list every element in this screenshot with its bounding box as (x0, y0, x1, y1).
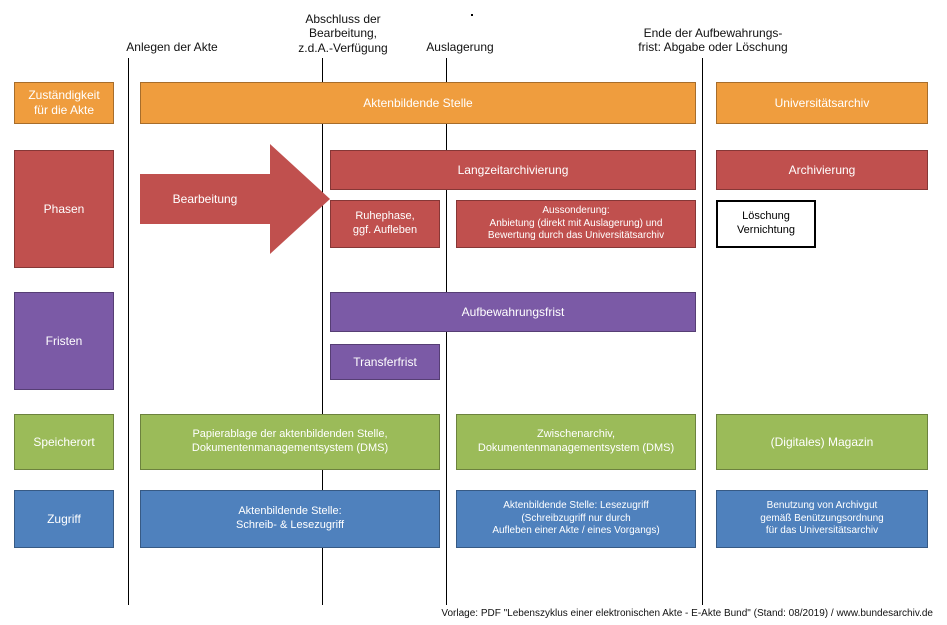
box-papierablage: Papierablage der aktenbildenden Stelle, … (140, 414, 440, 470)
top-label-ende: Ende der Aufbewahrungs- frist: Abgabe od… (598, 26, 828, 55)
arrow-bearbeitung: Bearbeitung (140, 174, 270, 224)
box-aktenbildende-stelle: Aktenbildende Stelle (140, 82, 696, 124)
box-universitaetsarchiv: Universitätsarchiv (716, 82, 928, 124)
rowlabel-zustaendigkeit: Zuständigkeit für die Akte (14, 82, 114, 124)
box-langzeitarchivierung: Langzeitarchivierung (330, 150, 696, 190)
box-magazin: (Digitales) Magazin (716, 414, 928, 470)
rowlabel-zugriff: Zugriff (14, 490, 114, 548)
rowlabel-speicherort: Speicherort (14, 414, 114, 470)
box-archivierung: Archivierung (716, 150, 928, 190)
top-label-anlegen: Anlegen der Akte (112, 40, 232, 54)
rowlabel-fristen: Fristen (14, 292, 114, 390)
phase-line-4 (702, 58, 703, 605)
box-zugriff-mitte: Aktenbildende Stelle: Lesezugriff (Schre… (456, 490, 696, 548)
box-zugriff-rechts: Benutzung von Archivgut gemäß Benützungs… (716, 490, 928, 548)
box-loeschung: Löschung Vernichtung (716, 200, 816, 248)
box-aussonderung: Aussonderung: Anbietung (direkt mit Ausl… (456, 200, 696, 248)
box-zugriff-links: Aktenbildende Stelle: Schreib- & Lesezug… (140, 490, 440, 548)
top-label-auslagerung: Auslagerung (405, 40, 515, 54)
box-aufbewahrungsfrist: Aufbewahrungsfrist (330, 292, 696, 332)
footer-source: Vorlage: PDF "Lebenszyklus einer elektro… (441, 608, 933, 619)
lifecycle-diagram: { "canvas": { "width": 947, "height": 62… (0, 0, 947, 625)
box-zwischenarchiv: Zwischenarchiv, Dokumentenmanagementsyst… (456, 414, 696, 470)
phase-line-1 (128, 58, 129, 605)
top-label-abschluss: Abschluss der Bearbeitung, z.d.A.-Verfüg… (268, 12, 418, 55)
midline-dot (471, 14, 473, 16)
box-ruhephase: Ruhephase, ggf. Aufleben (330, 200, 440, 248)
box-transferfrist: Transferfrist (330, 344, 440, 380)
arrow-bearbeitung-head (270, 144, 330, 254)
rowlabel-phasen: Phasen (14, 150, 114, 268)
